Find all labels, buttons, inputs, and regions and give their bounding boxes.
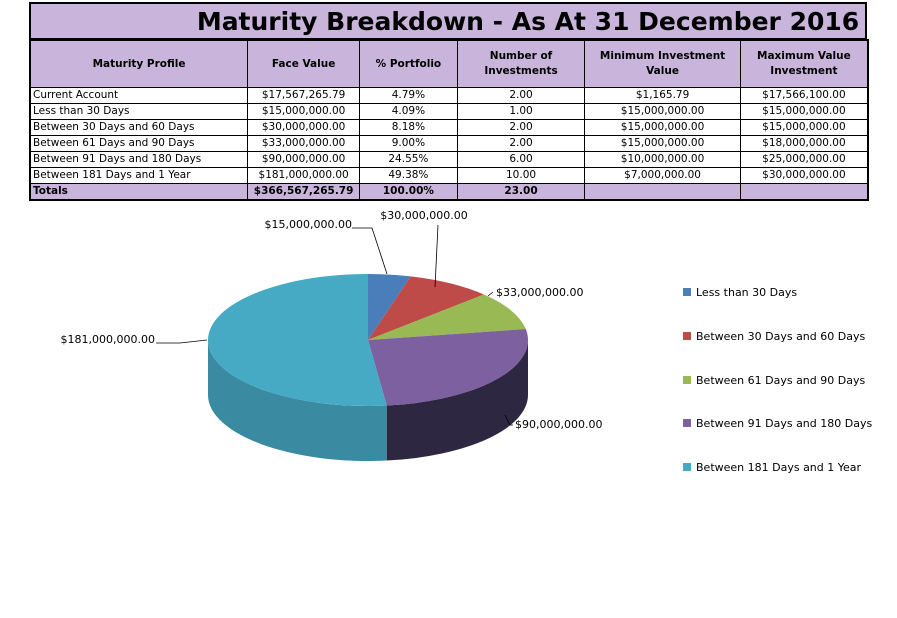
header-face-value: Face Value	[247, 39, 361, 88]
cell-profile: Between 30 Days and 60 Days	[29, 119, 249, 136]
legend-swatch	[683, 463, 691, 471]
legend-label: Less than 30 Days	[696, 286, 798, 299]
totals-percent: 100.00%	[359, 183, 458, 201]
header-maximum-investment: Maximum Value Investment	[739, 39, 869, 88]
cell-face-value: $90,000,000.00	[247, 151, 361, 168]
pie-slice	[368, 294, 526, 340]
header-minimum-investment: Minimum Investment Value	[584, 39, 741, 88]
totals-label: Totals	[29, 183, 249, 201]
pie-slice	[368, 274, 411, 340]
cell-max: $18,000,000.00	[739, 135, 869, 152]
leader-line	[352, 227, 388, 275]
page-title: Maturity Breakdown - As At 31 December 2…	[196, 7, 860, 36]
data-label: $90,000,000.00	[515, 418, 602, 431]
maturity-table: Maturity Profile Face Value % Portfolio …	[29, 39, 869, 201]
legend-item: Between 181 Days and 1 Year	[683, 461, 861, 474]
legend-item: Between 30 Days and 60 Days	[683, 330, 865, 343]
pie-slice	[208, 274, 387, 406]
table-row: Current Account $17,567,265.79 4.79% 2.0…	[29, 87, 869, 104]
legend-swatch	[683, 376, 691, 384]
pie-slice	[368, 329, 528, 406]
cell-max: $25,000,000.00	[739, 151, 869, 168]
totals-min	[584, 183, 741, 201]
header-number-of-investments: Number of Investments	[456, 39, 586, 88]
totals-row: Totals $366,567,265.79 100.00% 23.00	[29, 183, 869, 201]
table-row: Less than 30 Days $15,000,000.00 4.09% 1…	[29, 103, 869, 120]
totals-count: 23.00	[456, 183, 586, 201]
cell-max: $30,000,000.00	[739, 167, 869, 184]
pie-slice	[368, 276, 484, 340]
title-bar: Maturity Breakdown - As At 31 December 2…	[29, 2, 867, 40]
cell-face-value: $33,000,000.00	[247, 135, 361, 152]
data-label: $33,000,000.00	[496, 286, 583, 299]
table-row: Between 91 Days and 180 Days $90,000,000…	[29, 151, 869, 168]
cell-count: 6.00	[456, 151, 586, 168]
legend-swatch	[683, 332, 691, 340]
cell-min: $1,165.79	[584, 87, 741, 104]
cell-min: $15,000,000.00	[584, 135, 741, 152]
legend-item: Between 61 Days and 90 Days	[683, 374, 865, 387]
data-label: $15,000,000.00	[265, 218, 352, 231]
legend-swatch	[683, 288, 691, 296]
data-label: $30,000,000.00	[380, 209, 467, 222]
cell-face-value: $15,000,000.00	[247, 103, 361, 120]
cell-min: $7,000,000.00	[584, 167, 741, 184]
legend-item: Between 91 Days and 180 Days	[683, 417, 872, 430]
data-label: $181,000,000.00	[61, 333, 155, 346]
legend-item: Less than 30 Days	[683, 286, 797, 299]
legend-label: Between 61 Days and 90 Days	[696, 374, 866, 387]
leader-line	[487, 291, 494, 297]
legend-label: Between 181 Days and 1 Year	[696, 461, 862, 474]
pie-slice-side	[386, 340, 528, 461]
table-row: Between 181 Days and 1 Year $181,000,000…	[29, 167, 869, 184]
legend-swatch	[683, 419, 691, 427]
cell-count: 10.00	[456, 167, 586, 184]
cell-profile: Current Account	[29, 87, 249, 104]
cell-profile: Between 181 Days and 1 Year	[29, 167, 249, 184]
legend-label: Between 30 Days and 60 Days	[696, 330, 866, 343]
leader-line	[156, 339, 208, 344]
cell-percent: 49.38%	[359, 167, 458, 184]
legend-label: Between 91 Days and 180 Days	[696, 417, 873, 430]
cell-face-value: $181,000,000.00	[247, 167, 361, 184]
leader-line	[504, 414, 513, 426]
totals-max	[739, 183, 869, 201]
totals-face-value: $366,567,265.79	[247, 183, 361, 201]
leader-line	[434, 224, 439, 288]
pie-slice-side	[208, 340, 387, 462]
